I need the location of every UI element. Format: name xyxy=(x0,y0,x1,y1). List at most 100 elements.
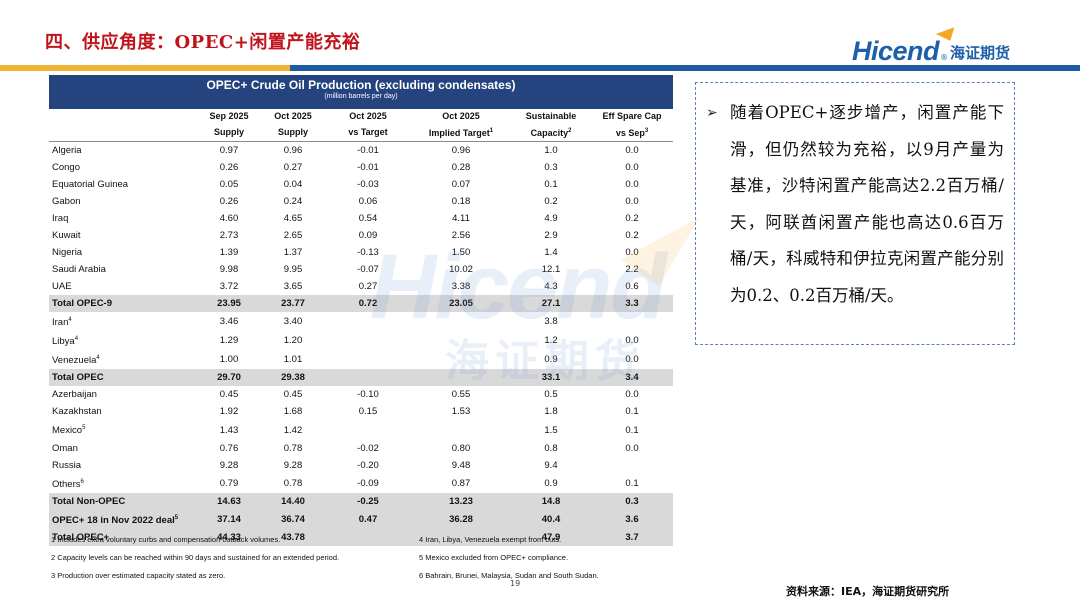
table-cell: 2.65 xyxy=(283,230,303,241)
table-cell: 3.65 xyxy=(283,281,303,292)
table-cell: 0.78 xyxy=(283,477,303,489)
footnote-marker: 3 xyxy=(644,128,649,134)
footnote: 3 Production over estimated capacity sta… xyxy=(51,571,226,580)
table-cell: 0.45 xyxy=(219,389,239,401)
source-note: 资料来源：IEA，海证期货研究所 xyxy=(786,585,950,598)
logo-chinese-name: 海证期货 xyxy=(950,44,1011,62)
table-header-banner: OPEC+ Crude Oil Production (excluding co… xyxy=(49,75,673,109)
table-cell: 1.37 xyxy=(283,247,303,258)
row-label: Kazakhstan xyxy=(49,403,197,420)
column-header xyxy=(49,124,197,142)
table-cell xyxy=(411,350,511,369)
table-row: Kuwait 2.73 2.65 0.09 2.56 2.9 0.2 xyxy=(49,227,673,244)
row-label: Nigeria xyxy=(49,244,197,261)
table-cell: 0.6 xyxy=(625,281,639,292)
table-cell: 2.9 xyxy=(544,230,558,241)
table-cell: 9.48 xyxy=(451,459,471,471)
table-cell: 1.2 xyxy=(544,335,558,347)
table-cell xyxy=(325,312,411,331)
row-label: Equatorial Guinea xyxy=(49,176,197,193)
table-cell: 1.20 xyxy=(283,335,303,347)
table-cell: -0.02 xyxy=(357,442,379,454)
table-row: Azerbaijan 0.45 0.45 -0.10 0.55 0.5 0.0 xyxy=(49,386,673,403)
footnote-marker: 4 xyxy=(96,355,100,362)
table-cell: 0.0 xyxy=(625,196,639,207)
row-label-text: Nigeria xyxy=(52,247,83,258)
analysis-textbox: ➢ 随着OPEC+逐步增产，闲置产能下滑，但仍然较为充裕，以9月产量为基准，沙特… xyxy=(695,82,1015,345)
table-cell: 3.72 xyxy=(219,281,239,292)
row-label-text: Total OPEC-9 xyxy=(52,298,112,309)
table-cell: 0.0 xyxy=(625,389,639,401)
table-row: Kazakhstan 1.92 1.68 0.15 1.53 1.8 0.1 xyxy=(49,403,673,420)
column-header: Capacity2 xyxy=(511,124,591,142)
row-label-text: Kuwait xyxy=(52,230,81,241)
table-cell: 0.0 xyxy=(625,442,639,454)
row-label-text: Total OPEC+ xyxy=(52,531,110,543)
column-header: Supply xyxy=(261,124,325,142)
total-row: Total OPEC 29.70 29.38 33.1 3.4 xyxy=(49,369,673,387)
table-cell xyxy=(591,312,673,331)
table-cell: 0.87 xyxy=(451,477,471,489)
footnote: 5 Mexico excluded from OPEC+ compliance. xyxy=(419,553,569,562)
column-header: Oct 2025 xyxy=(349,111,387,121)
column-header: Implied Target1 xyxy=(411,124,511,142)
table-cell: 0.04 xyxy=(283,179,303,190)
row-label-text: Mexico xyxy=(52,425,83,437)
table-cell: 3.7 xyxy=(591,528,673,546)
row-label-text: Total Non-OPEC xyxy=(52,495,126,507)
table-cell: 0.54 xyxy=(358,213,378,224)
table-cell: 0.07 xyxy=(451,179,471,190)
page-number: 19 xyxy=(510,579,521,588)
total-row: Total Non-OPEC 14.63 14.40 -0.25 13.23 14.8 0.… xyxy=(49,492,673,510)
row-label: Libya4 xyxy=(49,331,197,350)
header-band-blue xyxy=(290,65,1080,71)
table-cell: -0.07 xyxy=(357,264,379,275)
table-cell: 0.96 xyxy=(261,141,325,159)
table-cell: 13.23 xyxy=(411,492,511,510)
table-cell: 33.1 xyxy=(511,369,591,387)
table-cell: 0.15 xyxy=(358,406,378,418)
table-cell: 0.2 xyxy=(625,213,639,224)
row-label-text: Azerbaijan xyxy=(52,389,97,401)
row-label-text: Kazakhstan xyxy=(52,406,102,418)
table-cell xyxy=(411,369,511,387)
table-cell: 4.3 xyxy=(544,281,558,292)
row-label: Iraq xyxy=(49,210,197,227)
row-label-text: Gabon xyxy=(52,196,81,207)
column-header: vs Sep3 xyxy=(591,124,673,142)
table-cell: 1.42 xyxy=(283,424,303,436)
table-cell: -0.13 xyxy=(357,247,379,258)
table-cell: 3.6 xyxy=(591,509,673,529)
footnote-marker: 1 xyxy=(489,128,494,134)
row-label-text: Russia xyxy=(52,459,82,471)
table-row: Saudi Arabia 9.98 9.95 -0.07 10.02 12.1 2.2 xyxy=(49,261,673,278)
table-cell: -0.01 xyxy=(325,141,411,159)
table-cell: 4.11 xyxy=(452,213,470,224)
table-row: Equatorial Guinea 0.05 0.04 -0.03 0.07 0.1 0.0 xyxy=(49,176,673,193)
table-cell: 37.14 xyxy=(197,509,261,529)
footnote-marker: 5 xyxy=(174,514,179,521)
row-label-text: Oman xyxy=(52,442,78,454)
total-row: OPEC+ 18 in Nov 2022 deal5 37.14 36.74 0.47… xyxy=(49,509,673,529)
table-cell: 47.9 xyxy=(511,528,591,546)
analysis-bullet: ➢ 随着OPEC+逐步增产，闲置产能下滑，但仍然较为充裕，以9月产量为基准，沙特… xyxy=(706,95,1004,314)
table-row: Others6 0.79 0.78 -0.09 0.87 0.9 0.1 xyxy=(49,474,673,493)
table-cell: 0.1 xyxy=(625,406,639,418)
table-cell: 1.0 xyxy=(511,141,591,159)
table-cell: 1.50 xyxy=(451,247,471,258)
row-label-text: Libya xyxy=(52,336,75,348)
table-cell: 4.60 xyxy=(219,213,239,224)
footnote-marker: 5 xyxy=(82,425,86,432)
table-cell: 0.9 xyxy=(544,477,558,489)
row-label: Total Non-OPEC xyxy=(49,492,197,510)
footnote: 6 Bahrain, Brunei, Malaysia, Sudan and S… xyxy=(419,571,599,580)
row-label-text: Venezuela xyxy=(52,355,97,367)
table-row: Iran4 3.46 3.40 3.8 xyxy=(49,312,673,331)
table-cell: 0.3 xyxy=(591,492,673,510)
row-label: Saudi Arabia xyxy=(49,261,197,278)
table-cell: 0.0 xyxy=(625,354,639,366)
table-cell: 2.2 xyxy=(625,264,639,275)
table-row: Iraq 4.60 4.65 0.54 4.11 4.9 0.2 xyxy=(49,210,673,227)
footnote-marker: 6 xyxy=(80,478,84,485)
column-header-label: vs Target xyxy=(348,127,388,137)
